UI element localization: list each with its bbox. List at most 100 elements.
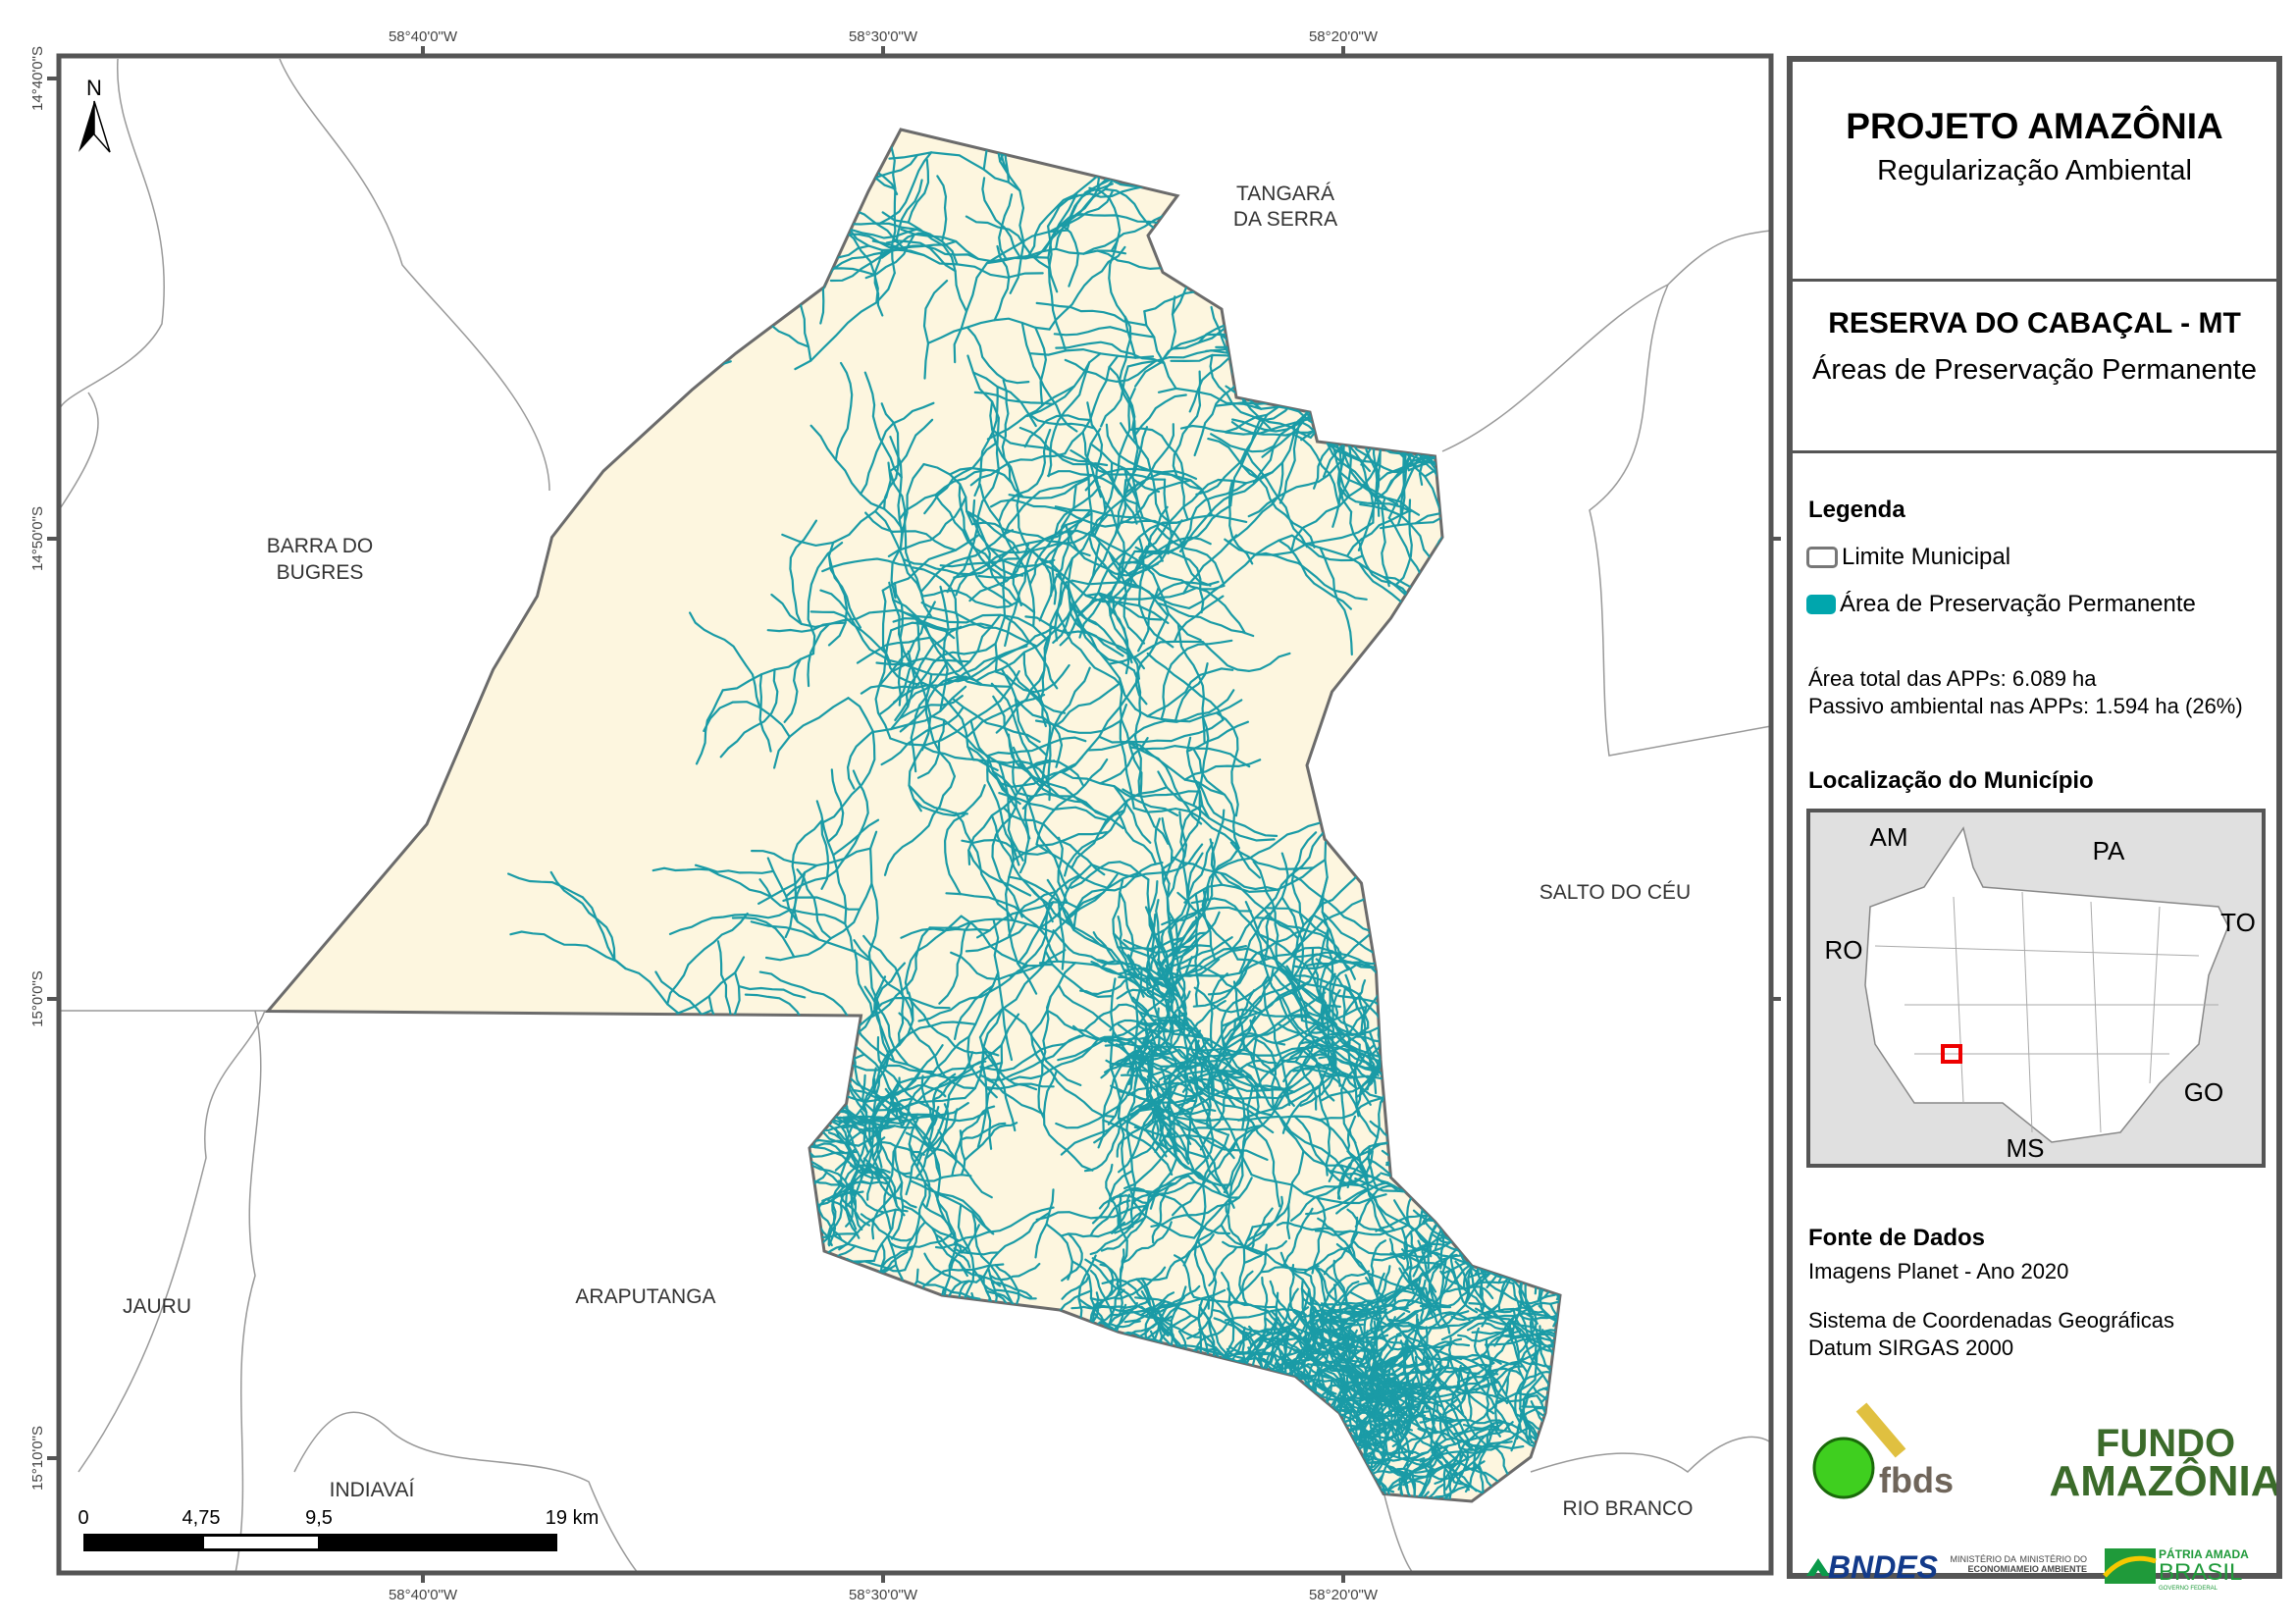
app-stream (941, 1382, 959, 1447)
app-stream (1440, 1160, 1474, 1200)
app-stream (921, 1106, 940, 1140)
app-stream (1321, 359, 1386, 440)
app-stream (969, 1470, 1018, 1489)
app-stream (996, 1444, 1046, 1455)
app-stream (1385, 1159, 1429, 1171)
app-stream (1442, 925, 1537, 964)
app-stream (1704, 1354, 1766, 1392)
app-stream (740, 1202, 792, 1221)
app-stream (992, 1376, 1026, 1436)
app-stream (1320, 985, 1338, 1071)
app-stream (985, 1326, 994, 1393)
app-stream (981, 1361, 1034, 1405)
app-stream (1303, 1245, 1352, 1275)
app-stream (1527, 1231, 1560, 1250)
app-stream (1372, 1193, 1396, 1231)
app-stream (1341, 1527, 1345, 1571)
app-stream (1711, 1362, 1776, 1367)
app-stream (1099, 1263, 1123, 1316)
app-stream (1476, 1043, 1485, 1092)
app-stream (1053, 326, 1156, 339)
app-stream (799, 1104, 816, 1149)
app-stream (1145, 913, 1157, 993)
app-stream (895, 1349, 907, 1394)
app-stream (1592, 1153, 1616, 1199)
app-stream (1035, 843, 1110, 890)
app-stream (1435, 1440, 1476, 1472)
app-stream (1154, 1358, 1179, 1416)
app-stream (1300, 130, 1415, 143)
app-stream (1051, 1472, 1107, 1486)
app-stream (1244, 901, 1390, 1013)
app-stream (1539, 1354, 1560, 1404)
app-stream (825, 1198, 861, 1239)
app-stream (1683, 435, 1737, 502)
app-stream (1563, 1384, 1609, 1391)
app-stream (991, 1282, 1032, 1298)
app-stream (1346, 1208, 1388, 1233)
app-stream (1412, 59, 1507, 127)
app-stream (1545, 1125, 1560, 1213)
app-stream (1469, 1075, 1488, 1176)
app-stream (1249, 1475, 1285, 1485)
crs-line: Sistema de Coordenadas Geográficas (1808, 1308, 2174, 1333)
app-stream (1128, 1355, 1158, 1409)
app-stream (1181, 946, 1334, 977)
app-stream (1116, 1344, 1183, 1383)
app-stream (1487, 439, 1514, 562)
app-stream (1027, 1419, 1042, 1472)
app-stream (999, 1389, 1053, 1422)
app-stream (964, 1437, 1011, 1456)
app-stream (890, 1096, 935, 1150)
app-stream (1469, 1218, 1506, 1244)
app-stream (1395, 1322, 1449, 1391)
app-stream (1327, 338, 1380, 423)
app-stream (1449, 1535, 1487, 1544)
app-stream (795, 1242, 823, 1306)
app-stream (681, 1033, 726, 1115)
app-stream (1234, 1493, 1286, 1501)
app-stream (1564, 1123, 1592, 1175)
app-stream (1386, 1137, 1435, 1169)
app-stream (1442, 1116, 1465, 1162)
app-stream (1601, 562, 1768, 643)
app-stream (1517, 1307, 1560, 1321)
app-stream (729, 172, 828, 192)
app-stream (1364, 1419, 1407, 1461)
app-stream (908, 1322, 934, 1352)
app-stream (1316, 1379, 1350, 1410)
app-stream (1664, 981, 1746, 997)
app-stream (577, 193, 628, 243)
app-stream (999, 1352, 1011, 1399)
app-stream (1285, 1407, 1332, 1421)
datum-line: Datum SIRGAS 2000 (1808, 1335, 2014, 1360)
app-stream (1611, 848, 1671, 879)
app-stream (1365, 1277, 1387, 1315)
app-stream (864, 233, 916, 280)
app-stream (789, 1292, 809, 1357)
app-stream (1686, 475, 1741, 512)
app-stream (1470, 978, 1536, 1018)
app-stream (911, 1361, 977, 1382)
app-stream (1174, 1474, 1202, 1500)
app-stream (1323, 391, 1469, 425)
app-stream (1423, 1345, 1437, 1387)
app-stream (1295, 131, 1442, 189)
app-stream (880, 402, 900, 510)
app-stream (1325, 1336, 1364, 1373)
app-stream (1154, 1019, 1198, 1072)
app-stream (846, 1257, 907, 1273)
app-stream (875, 1527, 932, 1555)
app-stream (920, 1487, 965, 1501)
app-stream (1590, 1333, 1613, 1358)
app-stream (965, 922, 1028, 953)
app-stream (1112, 877, 1145, 998)
app-stream (1513, 1252, 1560, 1286)
app-stream (794, 272, 896, 371)
app-stream (1226, 1287, 1269, 1312)
app-stream (1408, 604, 1422, 717)
app-stream (796, 1488, 846, 1501)
app-stream (1367, 1441, 1428, 1487)
app-stream (1107, 1348, 1151, 1359)
app-stream (922, 463, 974, 526)
